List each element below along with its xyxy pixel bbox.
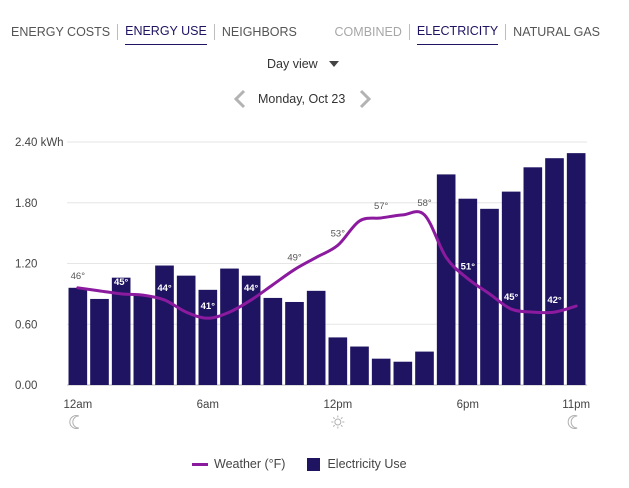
bar-hour-2	[111, 277, 131, 385]
moon-icon	[69, 415, 80, 429]
view-dropdown[interactable]: Day view	[267, 57, 339, 71]
chevron-left-icon[interactable]	[230, 88, 252, 110]
bar-hour-12	[328, 337, 348, 385]
y-tick-label: 1.20	[15, 259, 37, 271]
x-tick-label: 12am	[63, 399, 92, 411]
legend-label-electricity: Electricity Use	[327, 457, 407, 471]
temp-label: 51°	[461, 262, 476, 273]
weather-line	[76, 210, 578, 320]
tab-divider	[505, 23, 507, 40]
tab-divider	[213, 23, 215, 40]
bar-hour-19	[480, 208, 499, 385]
y-tick-label: 0.60	[15, 319, 37, 331]
x-tick-label: 12pm	[323, 399, 352, 411]
tab-combined[interactable]: COMBINED	[334, 24, 402, 39]
tab-divider	[117, 23, 119, 40]
bar-hour-13	[350, 346, 369, 385]
legend-swatch-electricity	[307, 457, 321, 471]
sun-icon	[331, 415, 345, 429]
chart-legend: Weather (°F) Electricity Use	[192, 457, 407, 471]
bar-hour-22	[545, 158, 564, 385]
temp-label: 44°	[244, 283, 259, 294]
temp-label: 45°	[504, 292, 519, 303]
bar-hour-18	[458, 198, 478, 385]
bar-hour-0	[68, 287, 88, 385]
fuel-tabs: COMBINED ELECTRICITY NATURAL GAS	[334, 23, 600, 45]
temp-label: 49°	[287, 253, 302, 264]
bar-hour-5	[176, 275, 196, 385]
x-tick-label: 6pm	[457, 399, 479, 411]
bar-hour-15	[393, 361, 413, 385]
chevron-right-icon[interactable]	[353, 88, 375, 110]
view-dropdown-label: Day view	[267, 57, 318, 71]
tab-energy-costs[interactable]: ENERGY COSTS	[11, 24, 111, 39]
temp-label: 41°	[201, 301, 216, 312]
caret-down-icon	[328, 61, 339, 67]
temp-label: 42°	[547, 295, 562, 306]
bar-hour-7	[220, 268, 239, 385]
moon-icon	[567, 415, 578, 429]
tab-neighbors[interactable]: NEIGHBORS	[221, 24, 297, 39]
temp-label: 58°	[417, 198, 432, 209]
tab-electricity[interactable]: ELECTRICITY	[416, 24, 499, 45]
temp-label: 44°	[157, 283, 172, 294]
y-tick-label: 1.80	[15, 198, 37, 210]
bar-hour-10	[285, 301, 304, 385]
legend-swatch-weather	[192, 462, 208, 466]
bar-hour-4	[155, 265, 174, 385]
bar-hour-21	[523, 167, 543, 385]
bar-hour-9	[263, 297, 283, 385]
legend-label-weather: Weather (°F)	[214, 457, 286, 471]
x-tick-label: 6am	[197, 399, 219, 411]
bar-hour-14	[371, 358, 391, 385]
bar-hour-3	[133, 295, 153, 385]
temp-label: 53°	[331, 228, 346, 239]
temp-label: 46°	[71, 271, 86, 282]
temp-label: 57°	[374, 201, 389, 212]
bar-hour-17	[436, 174, 456, 385]
tab-energy-use[interactable]: ENERGY USE	[125, 24, 207, 45]
y-tick-label: 2.40 kWh	[15, 137, 64, 149]
date-label: Monday, Oct 23	[258, 92, 346, 106]
bar-hour-20	[501, 191, 521, 385]
date-navigator: Monday, Oct 23	[230, 88, 375, 110]
view-tabs: ENERGY COSTS ENERGY USE NEIGHBORS	[11, 23, 297, 45]
tab-natural-gas[interactable]: NATURAL GAS	[513, 24, 600, 39]
bar-hour-11	[306, 290, 326, 385]
temp-label: 45°	[114, 277, 129, 288]
bar-hour-6	[198, 289, 218, 385]
bar-hour-16	[415, 351, 434, 385]
bar-hour-23	[566, 153, 586, 385]
x-tick-label: 11pm	[562, 399, 590, 411]
bar-hour-1	[90, 298, 109, 385]
tab-divider	[408, 23, 410, 40]
y-tick-label: 0.00	[15, 380, 37, 392]
usage-chart: 0.00 0.60 1.20 1.80 2.40 kWh 46° 45° 44° 41° 44°…	[15, 137, 590, 429]
